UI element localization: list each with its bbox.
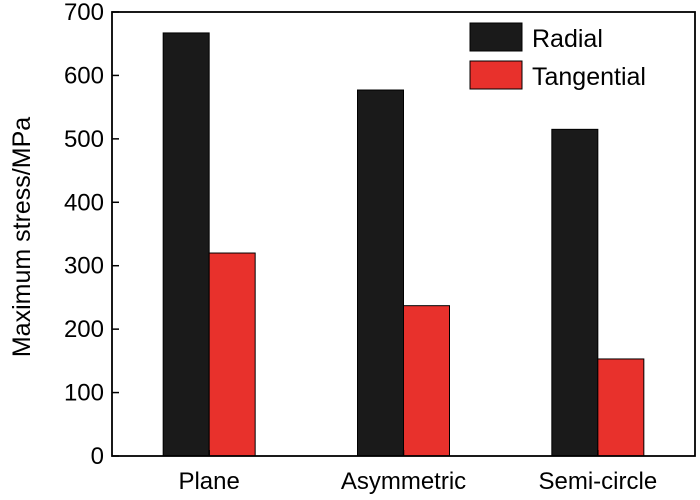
legend: Radial Tangential — [469, 22, 646, 91]
bar-tangential-semi-circle — [597, 358, 645, 457]
y-tick-label: 0 — [91, 443, 104, 470]
y-tick-label: 200 — [64, 316, 104, 343]
x-tick-label: Asymmetric — [341, 468, 466, 495]
plot-area: Plane Asymmetric Semi-circle 0 100 200 300 400 5… — [64, 0, 696, 495]
y-tick-label: 300 — [64, 253, 104, 280]
bar-tangential-plane — [208, 252, 256, 457]
x-tick-label: Plane — [178, 468, 239, 495]
y-tick-label: 500 — [64, 126, 104, 153]
legend-swatch-tangential — [469, 60, 523, 90]
bar-radial-plane — [162, 32, 210, 457]
y-tick-label: 400 — [64, 189, 104, 216]
bar-tangential-asymmetric — [403, 305, 450, 457]
legend-label-tangential: Tangential — [532, 63, 646, 91]
y-tick-label: 600 — [64, 62, 104, 89]
y-axis-label: Maximum stress/MPa — [8, 117, 36, 357]
legend-swatch-radial — [469, 22, 523, 52]
x-tick-label: Semi-circle — [538, 468, 657, 495]
plot-frame — [111, 11, 696, 457]
bar-radial-semi-circle — [551, 128, 599, 457]
y-tick-label: 100 — [64, 380, 104, 407]
bar-radial-asymmetric — [357, 89, 404, 457]
y-tick-label: 700 — [64, 0, 104, 26]
legend-label-radial: Radial — [532, 25, 603, 53]
